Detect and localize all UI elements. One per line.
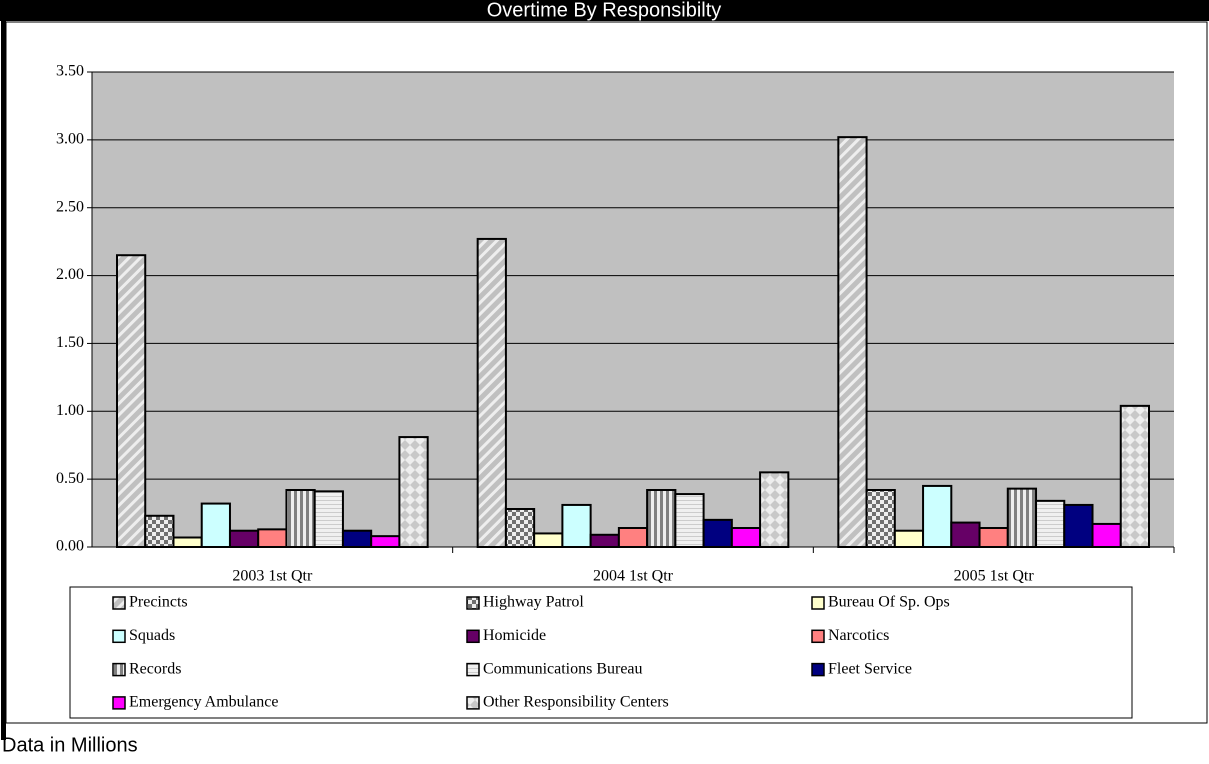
bar (285, 489, 316, 548)
bar (617, 527, 649, 548)
bar (561, 503, 592, 548)
bar (1119, 404, 1150, 548)
y-tick-label: 3.00 (56, 131, 84, 148)
legend-swatch (466, 662, 480, 677)
legend-swatch (811, 596, 825, 610)
legend-swatch (811, 662, 825, 677)
x-tick-label: 2003 1st Qtr (232, 568, 313, 585)
bar (1006, 487, 1038, 548)
bar (702, 518, 733, 548)
bar (504, 508, 536, 548)
y-tick-label: 0.00 (56, 538, 84, 555)
legend-label: Fleet Service (828, 660, 912, 677)
legend-swatch (112, 629, 126, 644)
legend-swatch (466, 596, 480, 610)
chart-title: Overtime By Responsibilty (487, 0, 722, 21)
bar (950, 521, 981, 548)
bar (144, 514, 175, 548)
legend-label: Bureau Of Sp. Ops (828, 594, 950, 611)
bar (674, 493, 705, 549)
legend-swatch (112, 662, 126, 677)
bar (200, 502, 231, 549)
y-tick-label: 0.50 (56, 470, 84, 487)
bar (116, 254, 147, 548)
bar (1091, 522, 1122, 549)
bar (759, 471, 790, 549)
bar (837, 136, 868, 548)
y-tick-label: 2.00 (56, 266, 84, 283)
bar (1035, 499, 1066, 549)
frame-left (1, 21, 6, 740)
footnote: Data in Millions (2, 734, 138, 756)
legend-swatch (112, 596, 126, 610)
bar (922, 484, 953, 548)
legend-label: Records (129, 660, 181, 677)
legend-label: Homicide (483, 627, 546, 644)
bar (228, 529, 260, 549)
y-tick-label: 1.50 (56, 334, 84, 351)
bar (398, 436, 429, 549)
plot-area (92, 72, 1174, 547)
x-tick-label: 2005 1st Qtr (954, 568, 1035, 585)
y-tick-label: 3.50 (56, 63, 84, 80)
legend (69, 586, 1133, 719)
bar (1063, 503, 1094, 548)
bar (730, 527, 762, 548)
legend-label: Squads (129, 627, 175, 644)
legend-label: Communications Bureau (483, 660, 643, 677)
bar (172, 536, 203, 548)
x-tick-label: 2004 1st Qtr (593, 568, 674, 585)
legend-swatch (811, 629, 825, 644)
bar (978, 527, 1009, 548)
legend-swatch (466, 696, 480, 710)
bar (476, 237, 507, 549)
bar (257, 528, 288, 548)
legend-label: Precincts (129, 594, 188, 611)
bar (341, 529, 373, 549)
legend-label: Highway Patrol (483, 594, 584, 611)
legend-label: Other Responsibility Centers (483, 694, 669, 711)
legend-swatch (466, 629, 480, 644)
legend-label: Emergency Ambulance (129, 694, 278, 711)
bar (893, 529, 925, 549)
bar (533, 532, 564, 549)
bar (646, 489, 677, 548)
title-bar (0, 0, 1209, 21)
y-tick-label: 2.50 (56, 198, 84, 215)
bar (370, 535, 401, 549)
legend-label: Narcotics (828, 627, 889, 644)
bar (589, 533, 620, 548)
y-tick-label: 1.00 (56, 402, 84, 419)
bar (313, 490, 344, 549)
legend-swatch (112, 696, 126, 710)
bar (865, 489, 896, 548)
